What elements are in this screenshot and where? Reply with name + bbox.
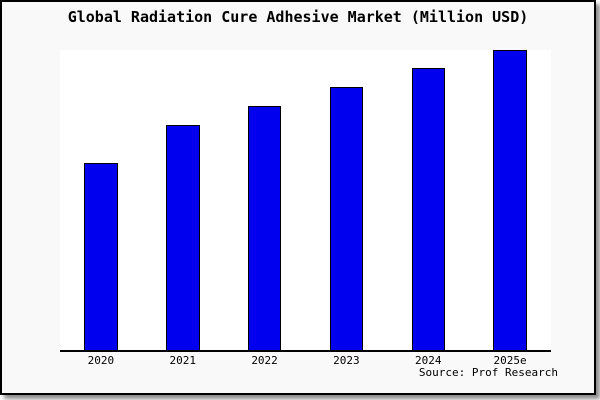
plot-area [60, 50, 551, 352]
bar-2025e [493, 50, 527, 350]
x-tick-label-2022: 2022 [251, 354, 278, 367]
chart-title: Global Radiation Cure Adhesive Market (M… [67, 8, 529, 26]
x-axis-labels: 2020 2021 2022 2023 2024 2025e [60, 354, 551, 368]
x-tick-label-2025e: 2025e [493, 354, 527, 367]
x-tick-label-2023: 2023 [333, 354, 360, 367]
source-note: Source: Prof Research [418, 366, 558, 379]
bar-2020 [84, 162, 118, 350]
x-tick-label-2020: 2020 [87, 354, 115, 367]
x-tick-label-2024: 2024 [414, 354, 442, 367]
bar-2021 [166, 125, 200, 350]
x-tick-label-2021: 2021 [169, 354, 196, 367]
bar-2024 [411, 67, 445, 350]
bar-2022 [247, 105, 282, 350]
bar-2023 [329, 86, 364, 350]
